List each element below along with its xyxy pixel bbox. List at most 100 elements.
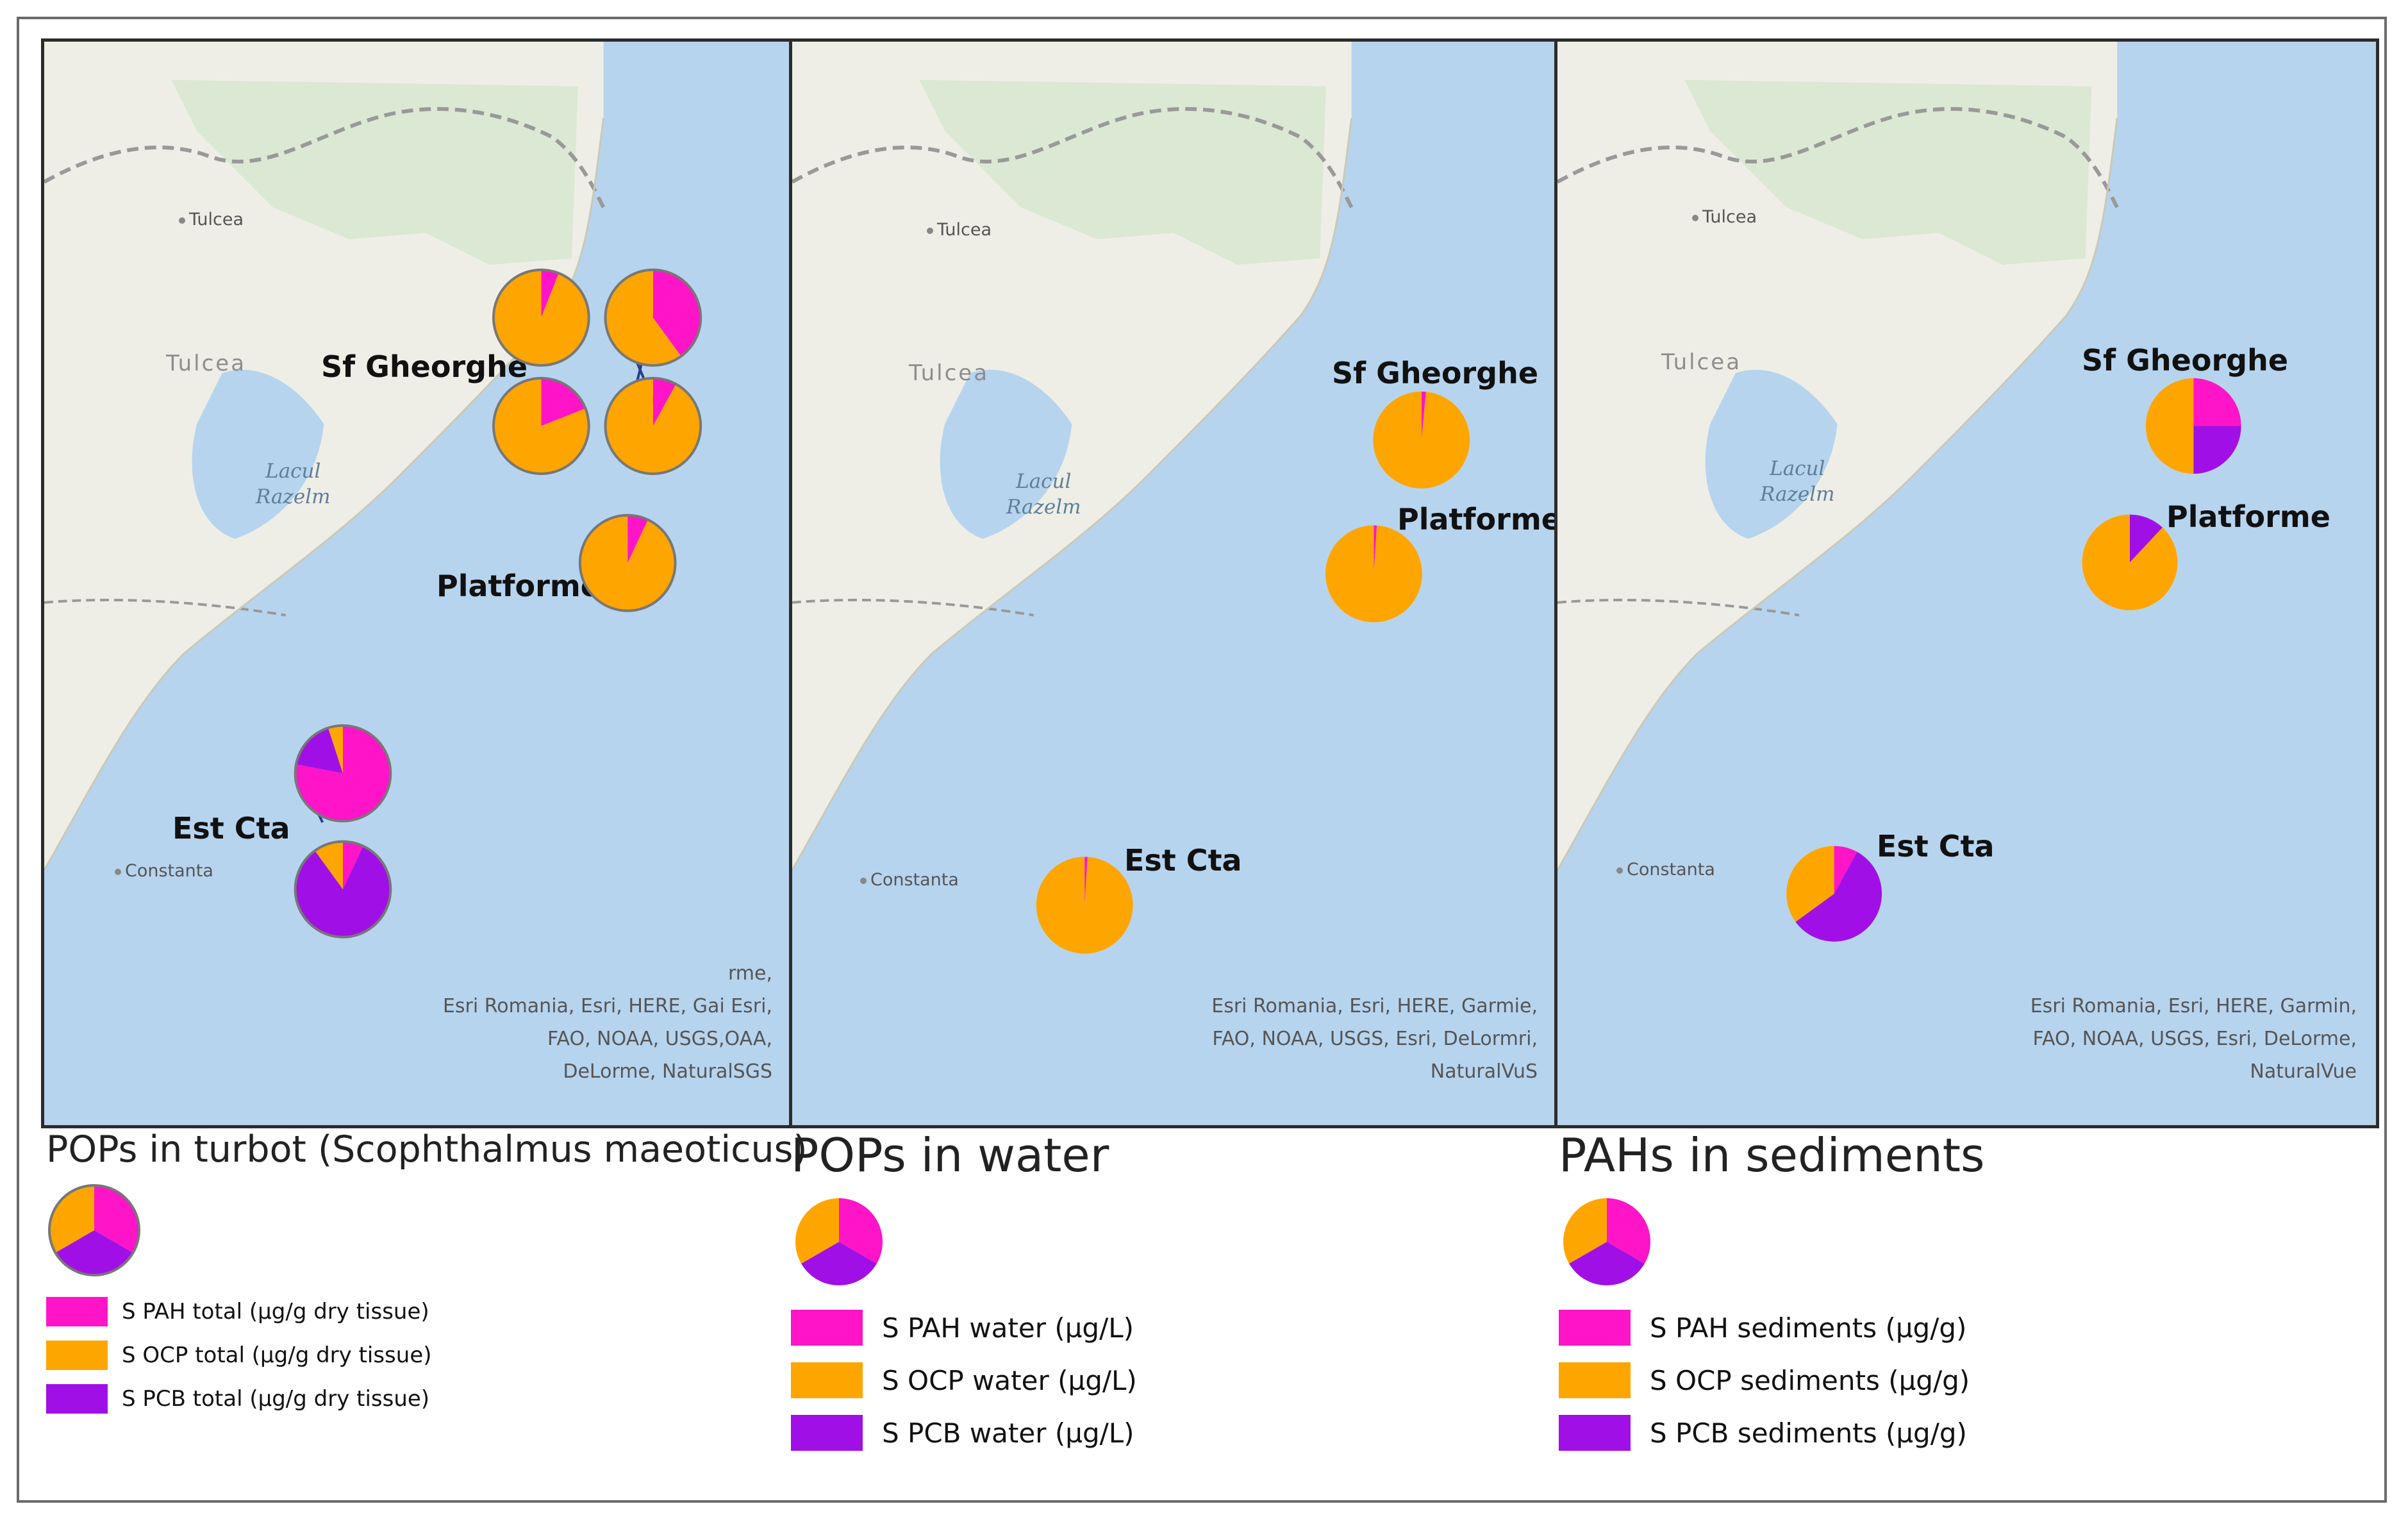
- map-label-tulcea-town: Tulcea: [927, 220, 992, 240]
- pie-slice-ocp: [493, 269, 589, 366]
- legend-item-label: S OCP total (µg/g dry tissue): [122, 1342, 432, 1368]
- site-label-est-cta: Est Cta: [1877, 829, 1995, 864]
- map-label-tulcea-town: Tulcea: [179, 210, 244, 230]
- site-pie[interactable]: [1036, 856, 1133, 954]
- pie-slice-ocp: [795, 1198, 839, 1264]
- legend-pie: [1563, 1198, 1650, 1285]
- pie-slice-ocp: [1786, 846, 1834, 922]
- legend-item-ocp: S OCP water (µg/L): [791, 1354, 1137, 1407]
- pie-group: [1786, 378, 2241, 942]
- site-pie[interactable]: [604, 268, 702, 367]
- legend-item-label: S PCB sediments (µg/g): [1650, 1417, 1967, 1449]
- map-attribution: Esri Romania, Esri, HERE, Garmin, FAO, N…: [2030, 990, 2357, 1088]
- map-panel-sediments[interactable]: Tulcea Tulcea Lacul Razelm Constanta Sf G…: [1554, 38, 2379, 1128]
- pie-slice-ocp: [1036, 856, 1133, 954]
- town-dot: [927, 227, 933, 234]
- town-dot: [1616, 867, 1623, 874]
- site-pie[interactable]: [2145, 378, 2241, 474]
- site-pie[interactable]: [1786, 846, 1882, 942]
- coastline: [44, 118, 604, 871]
- border-line: [1557, 106, 2119, 208]
- map-panel-water[interactable]: Tulcea Tulcea Lacul Razelm Constanta Sf G…: [789, 38, 1560, 1128]
- pie-slice-ocp: [2145, 378, 2194, 474]
- map-label-tulcea-region: Tulcea: [909, 360, 990, 386]
- attribution-line: Esri Romania, Esri, HERE, Gai Esri,: [442, 995, 772, 1017]
- attribution-line: FAO, NOAA, USGS, Esri, DeLorme,: [2032, 1028, 2357, 1050]
- delta-wetlands: [1684, 79, 2092, 265]
- site-pie[interactable]: [492, 376, 590, 475]
- site-pie[interactable]: [294, 840, 392, 939]
- legend-items: S PAH total (µg/g dry tissue) S OCP tota…: [46, 1290, 808, 1421]
- town-dot: [115, 868, 121, 875]
- coastline: [1557, 118, 2118, 871]
- site-label-platforme: Platforme: [436, 569, 601, 603]
- swatch-pah: [1559, 1310, 1631, 1346]
- attribution-line: NaturalVue: [2250, 1060, 2357, 1083]
- lake-label-line: Lacul: [1770, 457, 1825, 480]
- coastline: [792, 118, 1353, 871]
- site-pie[interactable]: [1373, 391, 1470, 489]
- pie-slice-pah: [2193, 378, 2241, 426]
- lake-label-line: Razelm: [1760, 483, 1835, 506]
- site-pie[interactable]: [1325, 525, 1422, 622]
- legend-pie: [795, 1198, 883, 1285]
- pie-slice-ocp: [579, 515, 676, 611]
- site-label-est-cta: Est Cta: [1124, 843, 1242, 878]
- pie-layer: [1036, 391, 1470, 954]
- pie-slice-pah: [541, 269, 559, 318]
- pie-layer: [294, 268, 702, 939]
- legend-item-label: S OCP water (µg/L): [882, 1364, 1137, 1396]
- swatch-pah: [791, 1310, 863, 1346]
- lake-razelm: [192, 369, 324, 539]
- legend-item-label: S OCP sediments (µg/g): [1650, 1364, 1970, 1396]
- border-line: [792, 106, 1354, 208]
- site-pie[interactable]: [294, 724, 392, 823]
- site-pie[interactable]: [492, 268, 590, 367]
- basemap: [1557, 42, 2119, 871]
- pie-slice-ocp: [1373, 391, 1470, 489]
- pie-slice-pah: [839, 1198, 883, 1264]
- swatch-pcb: [791, 1415, 863, 1451]
- attribution-line: DeLorme, NaturalSGS: [563, 1060, 772, 1083]
- legend-title: PAHs in sediments: [1559, 1128, 1985, 1182]
- lake-razelm: [1705, 369, 1838, 539]
- pie-outline: [492, 376, 590, 475]
- site-label-platforme: Platforme: [2166, 499, 2330, 534]
- pie-slice-pah: [652, 378, 676, 426]
- site-pie[interactable]: [604, 376, 702, 475]
- map-label-tulcea-region: Tulcea: [166, 351, 247, 376]
- legend-item-label: S PCB water (µg/L): [882, 1417, 1134, 1449]
- lake-label-line: Razelm: [256, 485, 331, 508]
- pie-outline: [492, 268, 590, 367]
- site-pie[interactable]: [578, 514, 677, 612]
- pie-slice-pah: [1421, 391, 1426, 440]
- map-label-constanta: Constanta: [1616, 860, 1715, 880]
- site-label-sf-gheorghe: Sf Gheorghe: [1332, 356, 1539, 390]
- pie-slice-ocp: [493, 378, 589, 474]
- legend-item-pcb: S PCB water (µg/L): [791, 1407, 1137, 1459]
- map-label-constanta: Constanta: [115, 861, 213, 881]
- map-panel-turbot[interactable]: Tulcea Tulcea Lacul Razelm Constanta Sf G…: [41, 38, 795, 1128]
- delta-wetlands: [171, 79, 578, 265]
- pie-slice-pcb: [2130, 514, 2163, 563]
- site-pie[interactable]: [2082, 514, 2178, 610]
- pie-outline: [604, 268, 702, 367]
- attribution-line: rme,: [727, 962, 772, 985]
- map-attribution: Esri Romania, Esri, HERE, Garmie, FAO, N…: [1211, 990, 1538, 1088]
- legend-item-label: S PAH water (µg/L): [882, 1312, 1134, 1344]
- town-label: Constanta: [870, 870, 959, 890]
- map-attribution: rme, Esri Romania, Esri, HERE, Gai Esri,…: [443, 957, 772, 1088]
- pie-slice-pcb: [2193, 426, 2241, 474]
- map-label-lake: Lacul Razelm: [1760, 456, 1835, 507]
- figure-frame: [17, 17, 2387, 1503]
- pie-slice-pcb: [295, 728, 344, 774]
- pie-slice-ocp: [605, 269, 681, 366]
- pie-slice-pah: [295, 725, 391, 821]
- pie-slice-pah: [343, 841, 363, 890]
- legend-item-ocp: S OCP total (µg/g dry tissue): [46, 1333, 808, 1377]
- swatch-pcb: [46, 1384, 108, 1414]
- attribution-line: FAO, NOAA, USGS, Esri, DeLormri,: [1212, 1028, 1538, 1050]
- town-dot: [860, 877, 867, 884]
- pie-slice-ocp: [1563, 1198, 1607, 1264]
- town-label: Tulcea: [937, 220, 992, 240]
